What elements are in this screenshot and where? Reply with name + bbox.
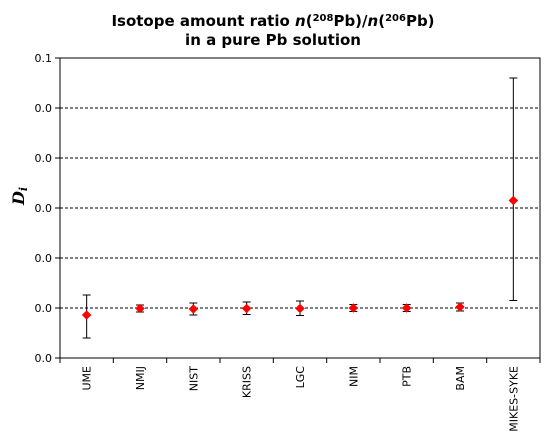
data-point-nim — [348, 303, 359, 313]
y-tick-label: 0.0 — [35, 202, 53, 215]
y-tick-label: 0.0 — [35, 302, 53, 315]
data-point-lgc — [295, 303, 305, 314]
title-sup1: 208 — [313, 13, 334, 24]
title-el2: Pb) — [406, 12, 435, 30]
title-paren1: ( — [306, 12, 313, 30]
x-category-label: LGC — [294, 366, 307, 389]
data-point-bam — [455, 302, 465, 312]
y-tick-label: 0.0 — [35, 152, 53, 165]
x-category-label: BAM — [454, 366, 467, 391]
chart-title-line2: in a pure Pb solution — [185, 31, 361, 49]
y-tick-label: 0.0 — [35, 352, 53, 365]
y-axis-label-sub: i — [17, 187, 30, 191]
x-category-label: KRISS — [241, 366, 254, 398]
x-category-label: UME — [81, 366, 94, 391]
title-n1: n — [295, 12, 306, 30]
x-category-label: NIM — [347, 366, 360, 387]
x-category-label: NIST — [187, 366, 200, 391]
title-paren2: ( — [378, 12, 385, 30]
data-point-nist — [188, 304, 199, 314]
title-n2: n — [368, 12, 379, 30]
data-point-mikes-syke — [508, 195, 519, 206]
data-point-ume — [81, 310, 92, 320]
data-point-nmij — [135, 303, 145, 314]
y-axis-label-main: D — [9, 191, 28, 206]
title-sup2: 206 — [385, 13, 406, 24]
x-category-label: NMIJ — [134, 366, 147, 390]
chart-title-line1: Isotope amount ratio n(208Pb)/n(206Pb) — [111, 12, 434, 30]
y-tick-label: 0.0 — [35, 102, 53, 115]
data-points — [81, 195, 519, 320]
x-axis-ticks: UME NMIJ NIST KRISS LGC NIM PTB BAM MIKES-SYKE — [59, 358, 541, 432]
title-el1: Pb)/ — [333, 12, 368, 30]
y-tick-label: 0.1 — [35, 52, 53, 65]
x-category-label: MIKES-SYKE — [507, 366, 520, 432]
y-axis-label: Di — [9, 187, 30, 206]
data-point-kriss — [241, 303, 252, 314]
y-tick-label: 0.0 — [35, 252, 53, 265]
title-prefix: Isotope amount ratio — [111, 12, 295, 30]
x-category-label: PTB — [401, 366, 414, 387]
data-point-ptb — [401, 303, 412, 313]
y-axis-ticks: 0.0 0.0 0.0 0.0 0.0 0.0 0.1 — [35, 52, 60, 365]
